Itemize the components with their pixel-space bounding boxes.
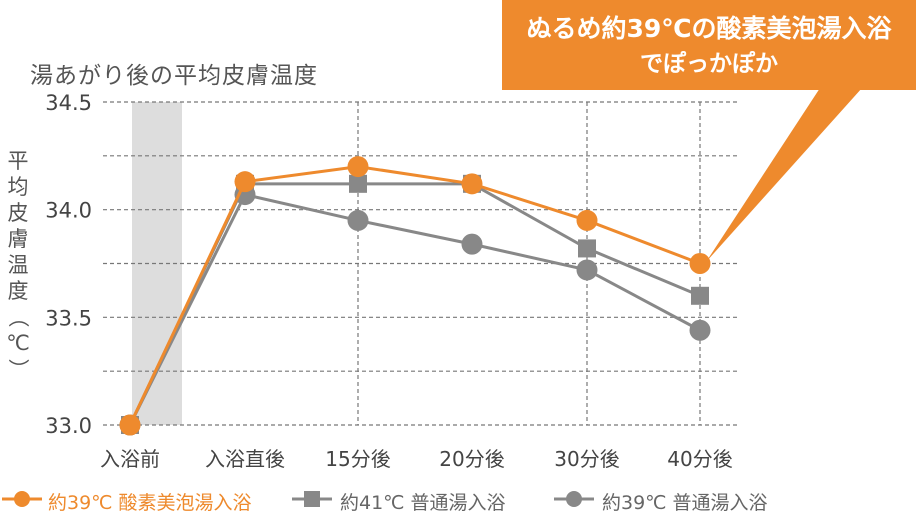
legend-marker-square-icon <box>292 491 332 507</box>
x-tick-label: 30分後 <box>554 447 619 471</box>
x-tick-labels: 入浴前 入浴直後 15分後 20分後 30分後 40分後 <box>100 447 733 471</box>
y-label-char: ℃ <box>6 331 30 355</box>
callout-line-2: でぽっかぽか <box>640 51 778 77</box>
data-point <box>689 253 711 274</box>
y-axis-label: 平 均 皮 膚 温 度 （ ℃ ） <box>6 148 30 382</box>
x-tick-label: 入浴直後 <box>205 447 285 471</box>
legend-marker-circle-icon <box>2 491 42 507</box>
data-point <box>691 286 709 305</box>
data-point <box>119 414 141 436</box>
data-point <box>576 209 598 231</box>
series-layer <box>119 156 711 436</box>
y-label-char: 度 <box>7 279 29 303</box>
x-tick-label: 15分後 <box>325 447 390 471</box>
y-label-char: 平 <box>7 149 29 173</box>
y-tick-labels: 33.0 33.5 34.0 34.5 <box>45 91 92 438</box>
y-label-char: 温 <box>7 253 29 277</box>
y-label-char: ） <box>6 358 30 380</box>
callout-line-1: ぬるめ約39℃の酸素美泡湯入浴 <box>526 14 892 43</box>
series-line-1 <box>128 165 701 426</box>
grid <box>103 101 740 426</box>
chart-title: 湯あがり後の平均皮膚温度 <box>30 63 318 89</box>
x-tick-label: 40分後 <box>667 447 732 471</box>
series-line-3 <box>128 192 701 426</box>
y-tick-label: 33.5 <box>45 306 92 330</box>
y-tick-label: 33.0 <box>45 414 92 438</box>
y-tick-label: 34.0 <box>45 199 92 223</box>
y-label-char: （ <box>6 306 30 328</box>
data-point <box>576 259 598 281</box>
x-tick-label: 入浴前 <box>100 447 160 471</box>
data-point <box>234 171 256 193</box>
data-point <box>349 174 367 193</box>
data-point <box>347 209 369 231</box>
y-label-char: 膚 <box>7 227 29 251</box>
y-tick-label: 34.5 <box>45 91 92 115</box>
y-label-char: 皮 <box>7 201 29 225</box>
series-line-2 <box>128 182 701 426</box>
legend-marker-circle-icon <box>554 491 594 507</box>
callout-pointer <box>706 88 862 262</box>
data-point <box>578 239 596 258</box>
data-point <box>347 156 369 178</box>
data-point <box>689 319 711 341</box>
y-label-char: 均 <box>7 175 29 199</box>
callout-box: ぬるめ約39℃の酸素美泡湯入浴 でぽっかぽか <box>502 0 916 90</box>
data-point <box>461 233 483 255</box>
data-point <box>461 173 483 195</box>
legend-label: 約41℃ 普通湯入浴 <box>340 492 506 514</box>
x-tick-label: 20分後 <box>439 447 504 471</box>
legend-label: 約39℃ 酸素美泡湯入浴 <box>48 492 252 514</box>
legend-label: 約39℃ 普通湯入浴 <box>602 492 768 514</box>
